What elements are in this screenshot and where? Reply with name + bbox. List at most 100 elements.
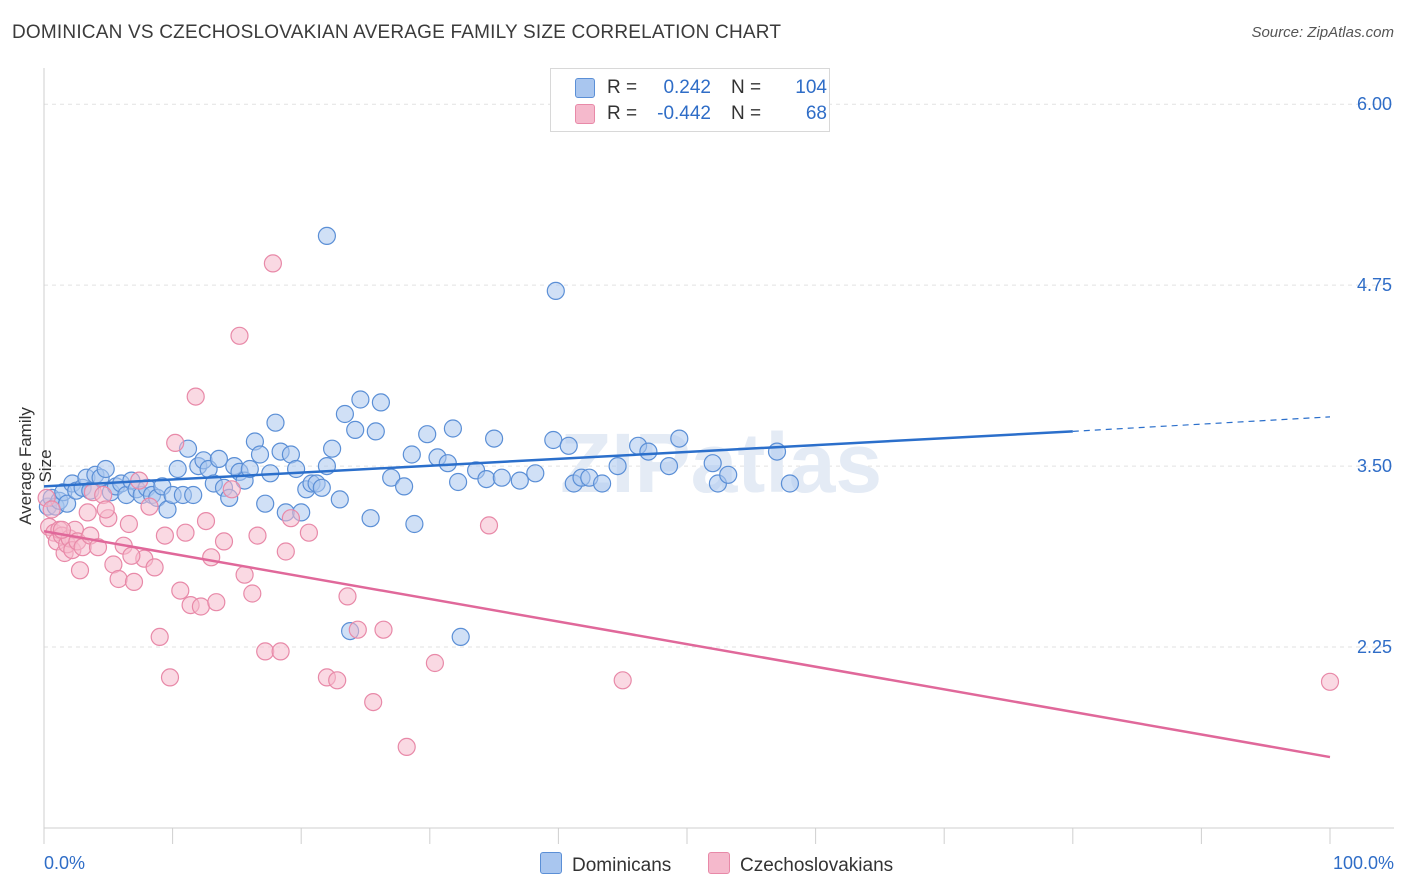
czechoslovakians-point-18 — [88, 538, 108, 557]
czechoslovakians-point-44 — [230, 326, 249, 345]
czechoslovakians-point-13 — [70, 561, 90, 580]
czechoslovakians-point-32 — [160, 668, 180, 687]
czechoslovakians-point-37 — [186, 387, 205, 406]
czechoslovakians-point-43 — [222, 480, 241, 499]
dominicans-point-82 — [526, 464, 545, 483]
dominicans-point-65 — [366, 422, 385, 441]
czechoslovakians-point-28 — [140, 497, 159, 516]
czechoslovakians-point-39 — [196, 511, 216, 531]
czechoslovakians-point-50 — [271, 642, 290, 661]
dominicans-point-90 — [608, 457, 627, 476]
dominicans-point-41 — [240, 459, 259, 479]
czechoslovakians-point-46 — [243, 584, 262, 603]
dominicans-point-59 — [330, 490, 349, 509]
czechoslovakians-point-65 — [96, 500, 115, 519]
czechoslovakians-point-66 — [122, 546, 141, 565]
y-tick-label-0: 2.25 — [1357, 637, 1392, 657]
legend-r-value: -0.442 — [657, 103, 711, 124]
dominicans-point-67 — [382, 468, 401, 487]
x-ticks — [43, 828, 1331, 844]
legend-n-label: N = — [731, 77, 762, 98]
czechoslovakians-point-30 — [150, 627, 169, 647]
dominicans-points — [38, 226, 800, 647]
y-tick-label-3: 6.00 — [1357, 94, 1392, 114]
dominicans-point-27 — [168, 459, 187, 479]
czechoslovakians-point-31 — [155, 526, 174, 545]
dominicans-point-57 — [323, 439, 342, 458]
y-axis-label: Average Family Size — [16, 407, 55, 525]
bottom-swatch-blue — [540, 852, 562, 874]
legend-r-label: R = — [607, 103, 638, 124]
czechoslovakians-point-40 — [202, 548, 221, 567]
czechoslovakians-point-53 — [299, 523, 318, 542]
legend-swatch-blue — [575, 78, 595, 98]
czechoslovakians-point-52 — [281, 509, 300, 528]
dominicans-point-63 — [351, 390, 370, 409]
dominicans-point-92 — [639, 442, 658, 461]
dominicans-point-83 — [544, 430, 563, 450]
dominicans-point-62 — [346, 420, 365, 439]
legend: R = 0.242 N = 104 R = -0.442 N = 68 — [550, 68, 830, 132]
czechoslovakians-point-2 — [42, 500, 61, 519]
dominicans-point-84 — [559, 436, 578, 455]
dominicans-point-70 — [405, 514, 424, 534]
dominicans-point-79 — [485, 429, 504, 448]
dominicans-point-85 — [546, 281, 565, 300]
trend-lines — [43, 416, 1331, 759]
czechoslovakians-point-63 — [613, 671, 632, 690]
czechoslovakians-point-24 — [119, 514, 138, 534]
source-label: Source: ZipAtlas.com — [1251, 24, 1394, 41]
bottom-legend-label: Czechoslovakians — [740, 855, 894, 876]
dominicans-point-93 — [659, 457, 679, 476]
dominicans-point-55 — [312, 478, 331, 497]
dominicans-point-68 — [395, 477, 414, 496]
dominicans-point-95 — [703, 454, 722, 473]
czechoslovakians-point-33 — [166, 433, 185, 452]
czechoslovakians-point-48 — [256, 642, 275, 661]
dominicans-point-64 — [361, 509, 380, 528]
czechoslovakians-point-29 — [145, 558, 164, 577]
dominicans-trend-line — [43, 430, 1073, 488]
czechoslovakians-point-51 — [276, 542, 295, 561]
czechoslovakians-point-61 — [425, 653, 444, 673]
bottom-swatch-pink — [708, 852, 730, 874]
czechoslovakians-point-58 — [364, 692, 383, 712]
dominicans-point-35 — [209, 449, 228, 468]
y-tick-labels: 2.25 3.50 4.75 6.00 — [1357, 94, 1392, 657]
y-tick-label-2: 4.75 — [1357, 275, 1392, 295]
dominicans-point-97 — [719, 465, 738, 484]
legend-n-label: N = — [731, 103, 762, 124]
dominicans-point-44 — [256, 494, 275, 513]
czechoslovakians-point-22 — [109, 569, 128, 589]
dominicans-point-76 — [451, 627, 470, 647]
dominicans-point-78 — [477, 470, 496, 489]
dominicans-point-50 — [287, 459, 306, 479]
czechoslovakians-point-47 — [248, 526, 267, 545]
czechoslovakians-points — [37, 254, 1340, 757]
czechoslovakians-point-56 — [338, 587, 357, 606]
czechoslovakians-point-60 — [397, 737, 416, 757]
czechoslovakians-point-49 — [263, 254, 282, 273]
czechoslovakians-point-55 — [328, 671, 347, 690]
dominicans-point-66 — [371, 393, 390, 412]
dominicans-point-80 — [492, 468, 511, 487]
dominicans-point-43 — [250, 445, 270, 464]
czechoslovakians-point-35 — [176, 523, 195, 542]
dominicans-point-13 — [96, 459, 115, 479]
czechoslovakians-point-25 — [124, 572, 144, 592]
y-tick-label-1: 3.50 — [1357, 456, 1392, 476]
dominicans-point-46 — [266, 413, 285, 432]
dominicans-point-94 — [670, 429, 689, 448]
dominicans-point-69 — [402, 445, 421, 464]
legend-swatch-pink — [575, 104, 595, 124]
chart-title: DOMINICAN VS CZECHOSLOVAKIAN AVERAGE FAM… — [12, 22, 782, 43]
dominicans-point-74 — [443, 419, 462, 438]
dominicans-point-73 — [438, 454, 457, 473]
czechoslovakians-point-42 — [214, 532, 234, 551]
dominicans-point-99 — [780, 474, 800, 493]
czechoslovakians-point-57 — [348, 620, 367, 639]
dominicans-point-60 — [335, 404, 354, 424]
dominicans-point-30 — [184, 485, 203, 505]
czechoslovakians-point-62 — [479, 516, 499, 535]
dominicans-point-71 — [418, 425, 437, 444]
